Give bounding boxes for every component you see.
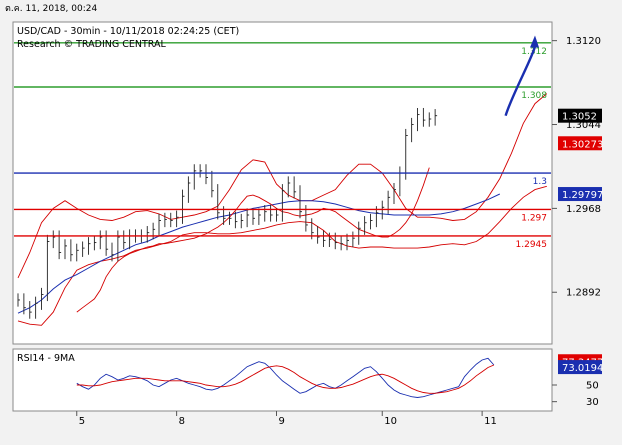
forecast-arrow (504, 35, 539, 117)
rsi-ma-line (76, 364, 495, 394)
rsi-label: RSI14 - 9MA (17, 353, 75, 364)
rsi-axis: 503077.347773.0194 (552, 354, 603, 408)
price-tick-label: 1.2968 (566, 204, 601, 215)
price-badges: 1.3052 1.30273 1.29797 (558, 108, 603, 202)
time-tick-label: 10 (384, 416, 397, 427)
chart-title: USD/CAD - 30min - 10/11/2018 02:24:25 (C… (17, 26, 239, 37)
level-label: 1.3 (533, 177, 547, 187)
price-panel (12, 21, 553, 345)
forecast-arrow-line (504, 46, 537, 117)
rsi-badge-label: 73.0194 (562, 363, 603, 374)
price-badge-bg (558, 136, 602, 151)
slow-ma-line (17, 193, 501, 314)
chart-date: ต.ค. 11, 2018, 00:24 (5, 4, 98, 14)
price-badge-label: 1.29797 (562, 190, 603, 201)
price-badge-bg (558, 108, 602, 123)
time-tick-label: 5 (79, 416, 85, 427)
forecast-arrow-head (530, 35, 539, 48)
rsi-badge-bg (558, 360, 602, 375)
moving-averages (17, 167, 501, 314)
price-tick-label: 1.3044 (566, 120, 601, 131)
price-badge-label: 1.30273 (562, 139, 603, 150)
rsi-series (76, 357, 495, 398)
rsi-line (76, 357, 495, 398)
price-axis: 1.3120 1.3044 1.2968 1.2892 (552, 36, 601, 299)
time-tick-label: 11 (484, 416, 497, 427)
level-label: 1.297 (521, 213, 547, 223)
time-axis: 5 8 9 10 11 (76, 411, 497, 427)
ema-line (76, 167, 430, 313)
chart-subtitle: Research © TRADING CENTRAL (17, 39, 166, 50)
time-tick-label: 9 (279, 416, 285, 427)
price-series (17, 107, 438, 319)
level-label: 1.2945 (516, 240, 548, 250)
price-badge-bg (558, 187, 602, 202)
bollinger-lower-line (17, 185, 547, 326)
rsi-tick-label: 30 (586, 397, 599, 408)
rsi-tick-label: 50 (586, 381, 599, 392)
price-tick-label: 1.2892 (566, 288, 601, 299)
level-label: 1.308 (521, 91, 547, 101)
price-badge-label: 1.3052 (562, 112, 597, 123)
time-tick-label: 8 (179, 416, 185, 427)
price-tick-label: 1.3120 (566, 36, 601, 47)
